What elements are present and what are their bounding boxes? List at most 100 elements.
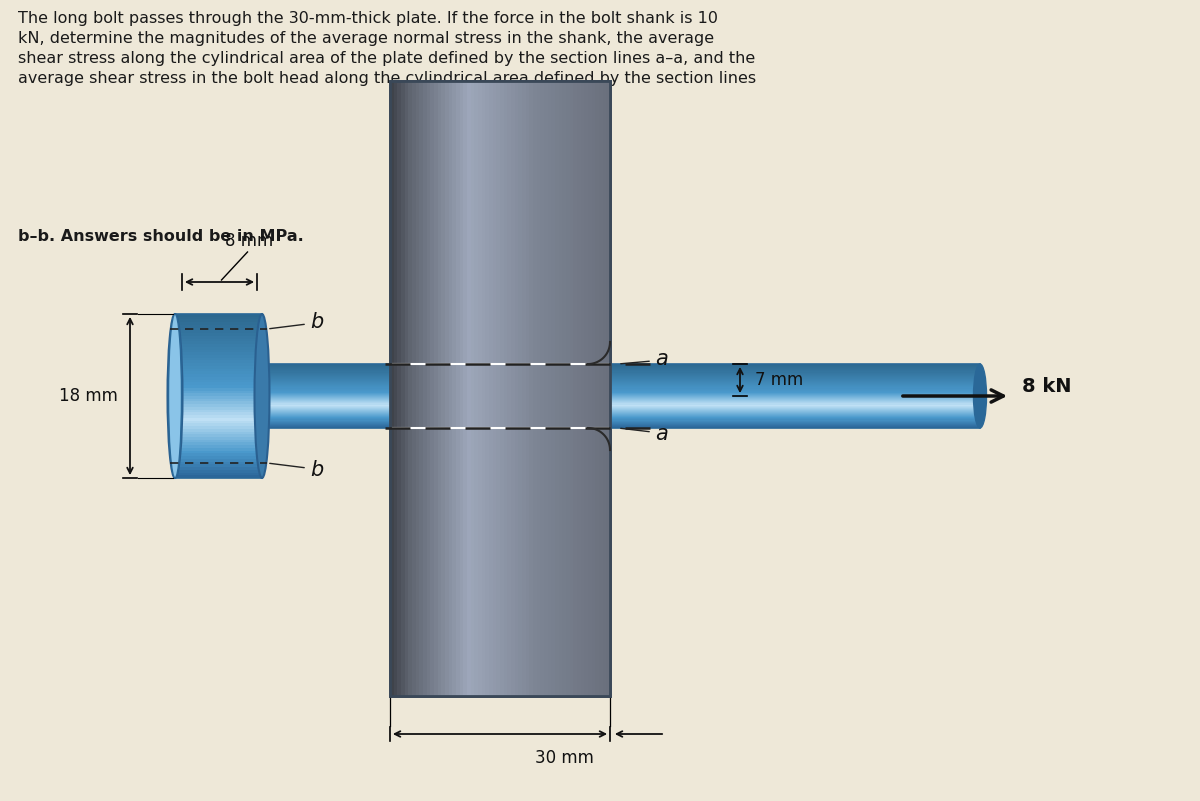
Bar xyxy=(404,81,408,696)
Bar xyxy=(474,81,478,696)
Bar xyxy=(175,391,262,393)
Bar xyxy=(260,379,980,380)
Bar xyxy=(260,364,980,428)
Bar xyxy=(175,314,262,316)
Text: a: a xyxy=(655,424,667,444)
Bar xyxy=(260,383,980,384)
Text: 30 mm: 30 mm xyxy=(535,749,594,767)
Bar xyxy=(175,314,262,478)
Bar xyxy=(602,81,606,696)
Bar xyxy=(260,364,980,365)
Bar xyxy=(408,81,412,696)
Bar xyxy=(260,402,980,404)
Bar xyxy=(260,426,980,427)
Bar xyxy=(260,415,980,417)
Bar xyxy=(260,399,980,400)
Bar xyxy=(497,81,500,696)
Bar xyxy=(463,81,467,696)
Bar xyxy=(577,81,581,696)
Bar xyxy=(551,81,554,696)
Bar xyxy=(474,81,478,696)
Bar xyxy=(260,405,980,407)
Bar xyxy=(260,397,980,398)
Bar xyxy=(434,81,438,696)
Bar xyxy=(260,421,980,423)
Bar xyxy=(427,81,431,696)
Bar xyxy=(175,339,262,341)
Bar xyxy=(540,81,544,696)
Bar xyxy=(260,367,980,368)
Bar xyxy=(260,388,980,389)
Bar xyxy=(415,81,419,696)
Bar xyxy=(260,391,980,392)
Bar xyxy=(554,81,559,696)
Bar xyxy=(260,386,980,388)
Bar xyxy=(544,81,547,696)
Bar xyxy=(175,336,262,339)
Bar xyxy=(175,385,262,388)
Bar xyxy=(500,81,504,696)
Bar xyxy=(522,81,526,696)
Bar xyxy=(419,81,424,696)
Bar xyxy=(175,368,262,372)
Bar xyxy=(581,81,584,696)
Bar xyxy=(456,81,460,696)
Bar xyxy=(175,396,262,399)
Bar xyxy=(497,81,500,696)
Bar xyxy=(175,316,262,320)
Bar xyxy=(175,388,262,391)
Bar xyxy=(260,407,980,408)
Bar xyxy=(408,81,412,696)
Bar xyxy=(419,81,424,696)
Bar xyxy=(595,81,599,696)
Bar xyxy=(260,372,980,373)
Bar xyxy=(175,432,262,434)
Bar xyxy=(175,347,262,349)
Bar xyxy=(175,322,262,325)
Bar xyxy=(581,81,584,696)
Bar xyxy=(467,81,470,696)
Bar xyxy=(260,400,980,401)
Bar xyxy=(404,81,408,696)
Bar xyxy=(175,459,262,461)
Bar xyxy=(175,399,262,401)
Bar xyxy=(536,81,540,696)
Bar xyxy=(452,81,456,696)
Bar xyxy=(599,81,602,696)
Bar xyxy=(175,451,262,453)
Text: The long bolt passes through the 30-mm-thick plate. If the force in the bolt sha: The long bolt passes through the 30-mm-t… xyxy=(18,11,756,87)
Bar xyxy=(175,415,262,418)
Bar xyxy=(390,81,610,696)
Bar xyxy=(175,440,262,442)
Bar xyxy=(175,372,262,374)
Bar xyxy=(260,366,980,367)
Bar xyxy=(175,330,262,333)
Ellipse shape xyxy=(973,364,986,428)
Bar xyxy=(175,380,262,382)
Bar xyxy=(490,81,493,696)
Bar xyxy=(260,370,980,372)
Text: b: b xyxy=(310,312,323,332)
Bar xyxy=(529,81,533,696)
Bar xyxy=(442,81,445,696)
Bar xyxy=(449,81,452,696)
Bar xyxy=(570,81,574,696)
Bar xyxy=(260,401,980,402)
Text: 7 mm: 7 mm xyxy=(755,371,803,389)
Bar xyxy=(260,380,980,381)
Bar xyxy=(481,81,485,696)
Bar xyxy=(592,81,595,696)
Bar xyxy=(175,393,262,396)
Bar xyxy=(431,81,434,696)
Bar xyxy=(529,81,533,696)
Bar xyxy=(563,81,566,696)
Bar xyxy=(478,81,481,696)
Bar xyxy=(260,396,980,397)
Bar xyxy=(412,81,415,696)
Bar xyxy=(260,368,980,369)
Bar xyxy=(260,395,980,396)
Bar xyxy=(592,81,595,696)
Bar xyxy=(260,384,980,385)
Bar xyxy=(175,409,262,413)
Bar xyxy=(606,81,610,696)
